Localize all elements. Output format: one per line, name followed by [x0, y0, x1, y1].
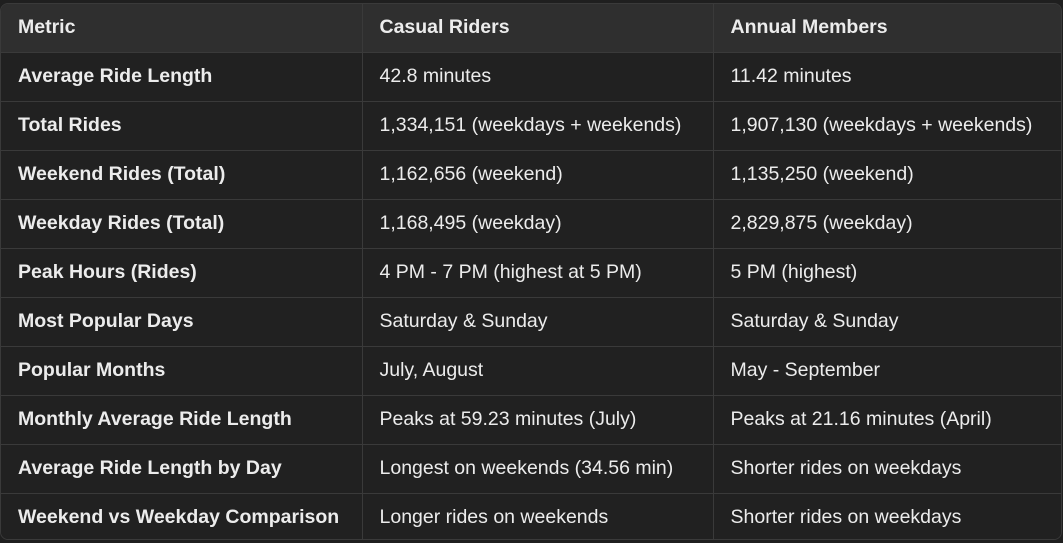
casual-value-cell: Saturday & Sunday: [362, 297, 714, 347]
casual-value-cell: July, August: [362, 346, 714, 396]
casual-value-cell: Longer rides on weekends: [362, 493, 714, 539]
casual-value-cell: 1,162,656 (weekend): [362, 150, 714, 200]
metric-cell: Weekday Rides (Total): [1, 199, 363, 249]
casual-value-cell: 4 PM - 7 PM (highest at 5 PM): [362, 248, 714, 298]
table-row: Weekend Rides (Total) 1,162,656 (weekend…: [1, 150, 1061, 200]
member-value-cell: May - September: [713, 346, 1061, 396]
member-value-cell: Peaks at 21.16 minutes (April): [713, 395, 1061, 445]
member-value-cell: 5 PM (highest): [713, 248, 1061, 298]
table-row: Average Ride Length 42.8 minutes 11.42 m…: [1, 52, 1061, 102]
metric-cell: Weekend vs Weekday Comparison: [1, 493, 363, 539]
table-row: Total Rides 1,334,151 (weekdays + weeken…: [1, 101, 1061, 151]
casual-value-cell: 1,334,151 (weekdays + weekends): [362, 101, 714, 151]
casual-value-cell: Peaks at 59.23 minutes (July): [362, 395, 714, 445]
member-value-cell: Saturday & Sunday: [713, 297, 1061, 347]
metric-cell: Average Ride Length: [1, 52, 363, 102]
metric-cell: Popular Months: [1, 346, 363, 396]
table-row: Weekend vs Weekday Comparison Longer rid…: [1, 493, 1061, 539]
table-row: Weekday Rides (Total) 1,168,495 (weekday…: [1, 199, 1061, 249]
table-row: Popular Months July, August May - Septem…: [1, 346, 1061, 396]
table-row: Monthly Average Ride Length Peaks at 59.…: [1, 395, 1061, 445]
casual-value-cell: Longest on weekends (34.56 min): [362, 444, 714, 494]
table-row: Peak Hours (Rides) 4 PM - 7 PM (highest …: [1, 248, 1061, 298]
casual-value-cell: 1,168,495 (weekday): [362, 199, 714, 249]
member-value-cell: Shorter rides on weekdays: [713, 444, 1061, 494]
table-row: Most Popular Days Saturday & Sunday Satu…: [1, 297, 1061, 347]
header-casual-riders: Casual Riders: [362, 4, 714, 53]
metric-cell: Monthly Average Ride Length: [1, 395, 363, 445]
metric-cell: Most Popular Days: [1, 297, 363, 347]
comparison-table-container: Metric Casual Riders Annual Members Aver…: [0, 3, 1062, 540]
metric-cell: Average Ride Length by Day: [1, 444, 363, 494]
member-value-cell: 1,135,250 (weekend): [713, 150, 1061, 200]
header-metric: Metric: [1, 4, 363, 53]
member-value-cell: 2,829,875 (weekday): [713, 199, 1061, 249]
header-annual-members: Annual Members: [713, 4, 1061, 53]
table-header: Metric Casual Riders Annual Members: [1, 4, 1061, 53]
comparison-table: Metric Casual Riders Annual Members Aver…: [1, 4, 1061, 539]
member-value-cell: Shorter rides on weekdays: [713, 493, 1061, 539]
member-value-cell: 11.42 minutes: [713, 52, 1061, 102]
table-row: Average Ride Length by Day Longest on we…: [1, 444, 1061, 494]
table-body: Average Ride Length 42.8 minutes 11.42 m…: [1, 52, 1061, 539]
metric-cell: Peak Hours (Rides): [1, 248, 363, 298]
metric-cell: Total Rides: [1, 101, 363, 151]
casual-value-cell: 42.8 minutes: [362, 52, 714, 102]
metric-cell: Weekend Rides (Total): [1, 150, 363, 200]
header-row: Metric Casual Riders Annual Members: [1, 4, 1061, 53]
member-value-cell: 1,907,130 (weekdays + weekends): [713, 101, 1061, 151]
